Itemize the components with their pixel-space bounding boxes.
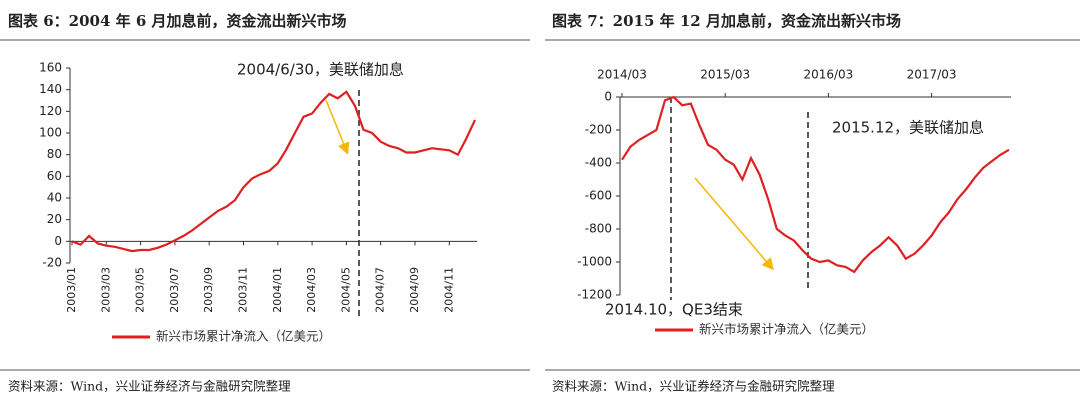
annotation: 2004/6/30，美联储加息 — [237, 61, 404, 79]
y-tick-label: 40 — [47, 191, 62, 205]
x-tick-label: 2004/09 — [408, 267, 421, 313]
chart-title: 图表 7：2015 年 12 月加息前，资金流出新兴市场 — [552, 12, 901, 30]
y-tick-label: 100 — [39, 126, 62, 140]
y-tick-label: 0 — [54, 234, 62, 248]
x-tick-label: 2003/07 — [168, 267, 181, 313]
y-tick-label: 120 — [39, 104, 62, 118]
x-tick-label: 2004/11 — [442, 267, 455, 313]
y-tick-label: 0 — [604, 90, 612, 104]
y-tick-label: -20 — [42, 256, 62, 270]
y-tick-label: 60 — [47, 169, 62, 183]
source: 资料来源：Wind，兴业证券经济与金融研究院整理 — [552, 379, 835, 394]
annotation: 2014.10，QE3结束 — [605, 301, 743, 319]
trend-arrow — [694, 177, 774, 271]
source: 资料来源：Wind，兴业证券经济与金融研究院整理 — [8, 379, 291, 394]
x-tick-label: 2016/03 — [803, 68, 853, 82]
x-tick-label: 2003/03 — [99, 267, 112, 313]
x-tick-label: 2004/05 — [339, 267, 352, 313]
x-tick-label: 2003/01 — [65, 267, 78, 313]
y-tick-label: -1200 — [577, 288, 612, 302]
legend-text: 新兴市场累计净流入（亿美元） — [156, 329, 331, 344]
series-line — [71, 90, 476, 253]
y-tick-label: -1000 — [577, 255, 612, 269]
y-tick-label: 140 — [39, 82, 62, 96]
x-tick-label: 2014/03 — [597, 68, 647, 82]
y-tick-label: -600 — [585, 189, 612, 203]
x-tick-label: 2004/03 — [305, 267, 318, 313]
trend-arrow — [325, 99, 350, 155]
series-line — [621, 95, 1010, 274]
chart-title: 图表 6：2004 年 6 月加息前，资金流出新兴市场 — [8, 12, 347, 30]
x-tick-label: 2004/07 — [374, 267, 387, 313]
annotation: 2015.12，美联储加息 — [832, 119, 984, 137]
x-tick-label: 2004/01 — [271, 267, 284, 313]
x-tick-label: 2003/09 — [202, 267, 215, 313]
y-tick-label: 160 — [39, 61, 62, 75]
y-tick-label: 20 — [47, 212, 62, 226]
x-tick-label: 2017/03 — [907, 68, 957, 82]
y-tick-label: -200 — [585, 123, 612, 137]
y-tick-label: -800 — [585, 222, 612, 236]
y-tick-label: 80 — [47, 147, 62, 161]
x-tick-label: 2003/11 — [236, 267, 249, 313]
y-tick-label: -400 — [585, 156, 612, 170]
x-tick-label: 2015/03 — [700, 68, 750, 82]
legend-text: 新兴市场累计净流入（亿美元） — [699, 322, 874, 337]
x-tick-label: 2003/05 — [134, 267, 147, 313]
